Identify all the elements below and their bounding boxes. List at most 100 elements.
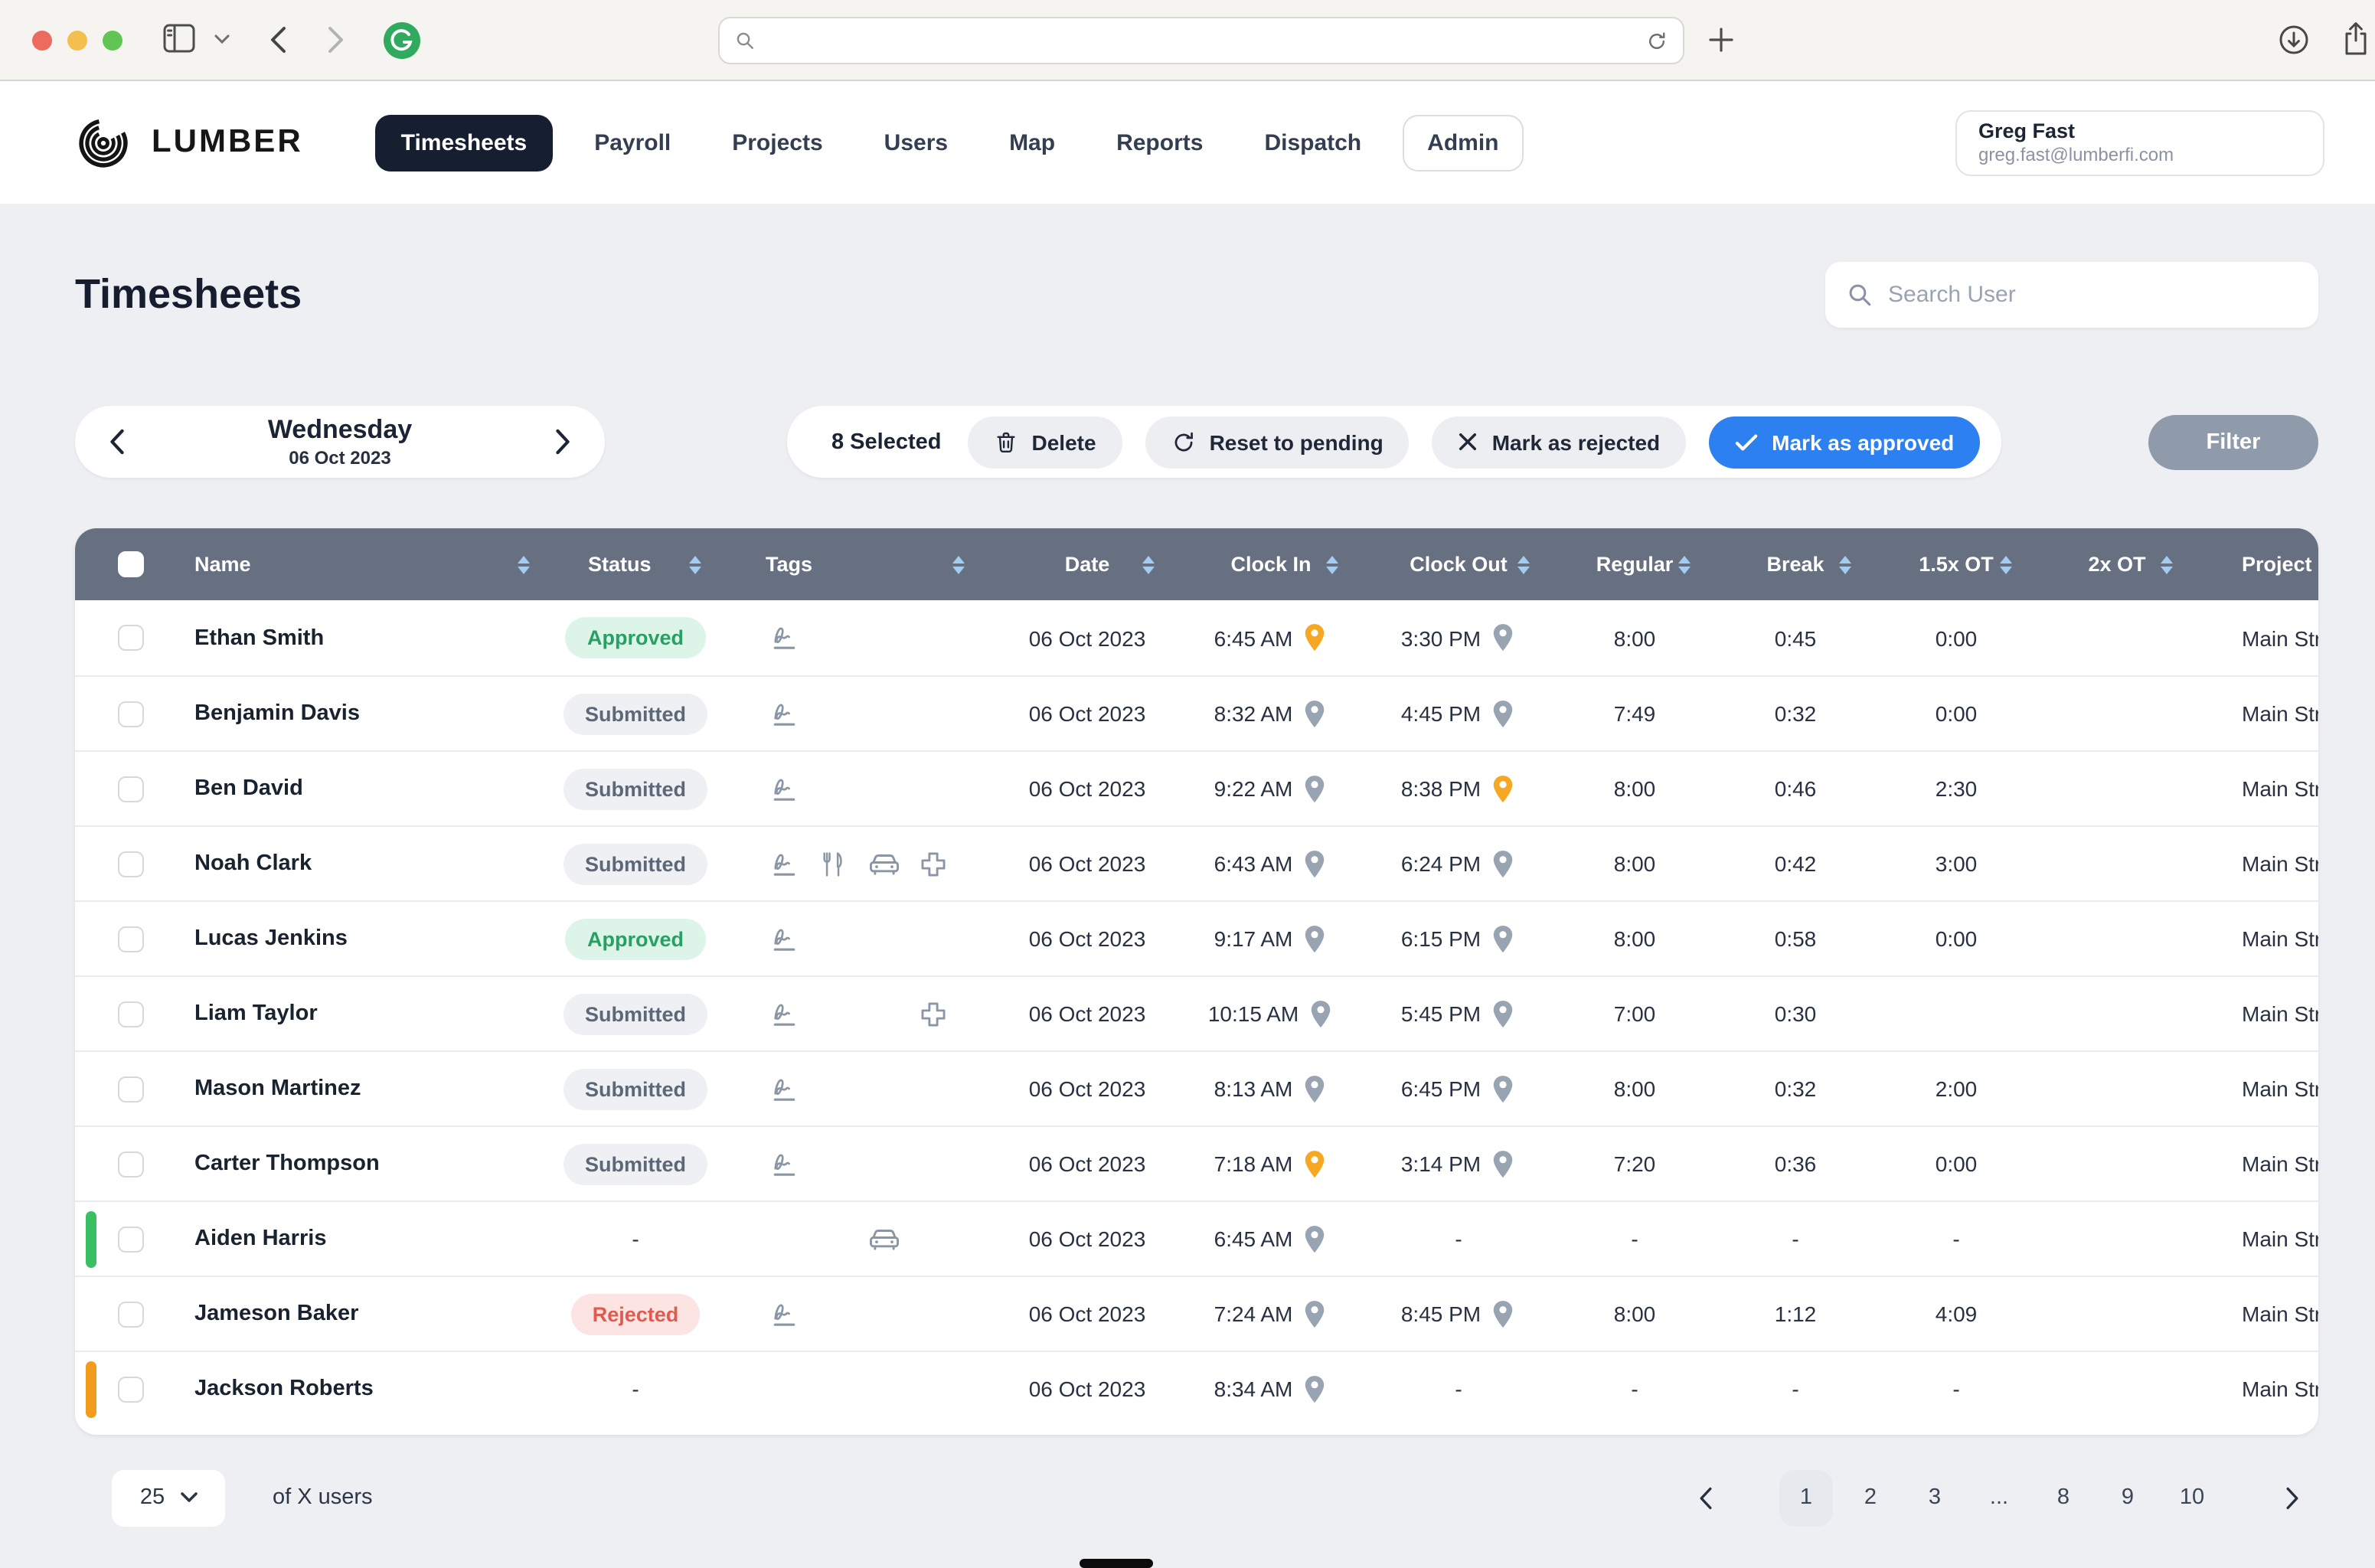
- medical-cross-icon[interactable]: [913, 999, 952, 1028]
- medical-cross-icon[interactable]: [913, 849, 952, 878]
- search-user-input[interactable]: [1888, 281, 2297, 307]
- car-icon[interactable]: [864, 849, 903, 878]
- location-pin-icon-gray[interactable]: [1302, 1223, 1328, 1255]
- nav-item-timesheets[interactable]: Timesheets: [374, 114, 554, 171]
- nav-item-dispatch[interactable]: Dispatch: [1264, 129, 1362, 155]
- location-pin-icon-gray[interactable]: [1302, 1298, 1328, 1330]
- nav-item-map[interactable]: Map: [1009, 129, 1056, 155]
- column-header-break[interactable]: Break: [1715, 528, 1876, 600]
- row-checkbox[interactable]: [118, 701, 144, 727]
- car-icon[interactable]: [864, 1224, 903, 1253]
- nav-item-payroll[interactable]: Payroll: [594, 129, 671, 155]
- column-header-project[interactable]: Project: [2197, 528, 2318, 600]
- location-pin-icon-gray[interactable]: [1302, 1073, 1328, 1105]
- sort-icon[interactable]: [689, 555, 701, 573]
- sort-icon[interactable]: [2161, 555, 2173, 573]
- row-checkbox[interactable]: [118, 1376, 144, 1402]
- location-pin-icon-gray[interactable]: [1490, 848, 1516, 880]
- signature-icon[interactable]: [766, 773, 805, 805]
- sort-icon[interactable]: [1142, 555, 1155, 573]
- location-pin-icon-gray[interactable]: [1490, 923, 1516, 955]
- location-pin-icon-orange[interactable]: [1490, 773, 1516, 805]
- nav-item-admin[interactable]: Admin: [1403, 114, 1524, 171]
- row-checkbox[interactable]: [118, 1151, 144, 1177]
- grammarly-icon[interactable]: [383, 21, 421, 60]
- address-bar[interactable]: [718, 17, 1684, 64]
- nav-item-reports[interactable]: Reports: [1116, 129, 1204, 155]
- location-pin-icon-gray[interactable]: [1490, 697, 1516, 730]
- location-pin-icon-orange[interactable]: [1302, 1148, 1328, 1180]
- column-header-clock_in[interactable]: Clock In: [1179, 528, 1363, 600]
- sort-icon[interactable]: [1839, 555, 1851, 573]
- page-size-select[interactable]: 25: [112, 1469, 225, 1526]
- signature-icon[interactable]: [766, 998, 805, 1030]
- zoom-window-button[interactable]: [103, 31, 123, 51]
- close-window-button[interactable]: [32, 31, 52, 51]
- location-pin-icon-gray[interactable]: [1490, 622, 1516, 654]
- new-tab-icon[interactable]: [1709, 28, 1733, 52]
- mark-as-approved-button[interactable]: Mark as approved: [1709, 416, 1981, 468]
- search-user-field[interactable]: [1825, 261, 2318, 327]
- page-button-9[interactable]: 9: [2121, 1485, 2135, 1510]
- column-header-ot15[interactable]: 1.5x OT: [1876, 528, 2037, 600]
- column-header-tags[interactable]: Tags: [720, 528, 995, 600]
- next-day-button[interactable]: [554, 429, 571, 455]
- location-pin-icon-gray[interactable]: [1490, 1073, 1516, 1105]
- row-checkbox[interactable]: [118, 1301, 144, 1327]
- column-header-status[interactable]: Status: [551, 528, 720, 600]
- sort-icon[interactable]: [1517, 555, 1530, 573]
- page-button-10[interactable]: 10: [2179, 1485, 2205, 1510]
- signature-icon[interactable]: [766, 697, 805, 730]
- location-pin-icon-gray[interactable]: [1302, 848, 1328, 880]
- location-pin-icon-gray[interactable]: [1490, 998, 1516, 1030]
- sort-icon[interactable]: [1326, 555, 1338, 573]
- reset-to-pending-button[interactable]: Reset to pending: [1145, 416, 1410, 468]
- location-pin-icon-gray[interactable]: [1302, 773, 1328, 805]
- next-page-button[interactable]: [2272, 1486, 2312, 1509]
- location-pin-icon-gray[interactable]: [1490, 1148, 1516, 1180]
- row-checkbox[interactable]: [118, 1001, 144, 1027]
- select-all-checkbox[interactable]: [118, 551, 144, 577]
- row-checkbox[interactable]: [118, 625, 144, 651]
- user-card[interactable]: Greg Fast greg.fast@lumberfi.com: [1955, 110, 2324, 176]
- forward-icon[interactable]: [328, 26, 345, 54]
- location-pin-icon-gray[interactable]: [1308, 998, 1334, 1030]
- mark-as-rejected-button[interactable]: Mark as rejected: [1432, 416, 1687, 468]
- row-checkbox[interactable]: [118, 1076, 144, 1102]
- page-button-2[interactable]: 2: [1864, 1485, 1877, 1510]
- prev-page-button[interactable]: [1686, 1486, 1726, 1509]
- delete-button[interactable]: Delete: [967, 416, 1122, 468]
- location-pin-icon-gray[interactable]: [1490, 1298, 1516, 1330]
- row-checkbox[interactable]: [118, 1226, 144, 1252]
- column-header-name[interactable]: Name: [176, 528, 551, 600]
- location-pin-icon-gray[interactable]: [1302, 697, 1328, 730]
- downloads-icon[interactable]: [2279, 24, 2309, 55]
- location-pin-icon-gray[interactable]: [1302, 923, 1328, 955]
- signature-icon[interactable]: [766, 1298, 805, 1330]
- signature-icon[interactable]: [766, 1073, 805, 1105]
- column-header-ot2[interactable]: 2x OT: [2037, 528, 2197, 600]
- sort-icon[interactable]: [952, 555, 965, 573]
- minimize-window-button[interactable]: [67, 31, 87, 51]
- signature-icon[interactable]: [766, 923, 805, 955]
- row-checkbox[interactable]: [118, 776, 144, 802]
- page-button-1[interactable]: 1: [1779, 1469, 1833, 1526]
- column-header-clock_out[interactable]: Clock Out: [1363, 528, 1554, 600]
- signature-icon[interactable]: [766, 622, 805, 654]
- page-button-8[interactable]: 8: [2056, 1485, 2070, 1510]
- sort-icon[interactable]: [2000, 555, 2012, 573]
- page-button-3[interactable]: 3: [1928, 1485, 1942, 1510]
- refresh-icon[interactable]: [1646, 30, 1668, 51]
- nav-item-projects[interactable]: Projects: [732, 129, 823, 155]
- chevron-down-icon[interactable]: [214, 34, 230, 44]
- share-icon[interactable]: [2341, 21, 2370, 58]
- sidebar-icon[interactable]: [162, 23, 196, 54]
- back-icon[interactable]: [270, 26, 286, 54]
- location-pin-icon-orange[interactable]: [1302, 622, 1328, 654]
- signature-icon[interactable]: [766, 1148, 805, 1180]
- column-header-regular[interactable]: Regular: [1554, 528, 1715, 600]
- column-header-date[interactable]: Date: [995, 528, 1179, 600]
- location-pin-icon-gray[interactable]: [1302, 1373, 1328, 1405]
- utensils-icon[interactable]: [815, 849, 854, 878]
- sort-icon[interactable]: [1678, 555, 1691, 573]
